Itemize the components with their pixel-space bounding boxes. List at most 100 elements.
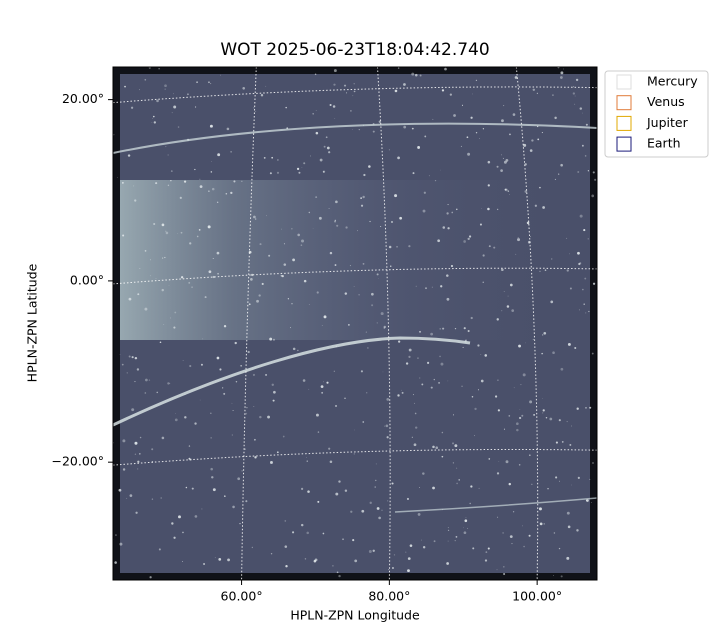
star: [266, 215, 268, 217]
star: [427, 361, 430, 364]
star: [456, 467, 458, 469]
star: [553, 532, 556, 534]
star: [168, 285, 170, 286]
star: [447, 529, 450, 532]
star: [529, 400, 533, 404]
star: [518, 416, 522, 420]
star: [432, 445, 435, 449]
star: [397, 394, 400, 397]
star: [338, 574, 341, 578]
star: [260, 94, 264, 97]
star: [161, 436, 165, 440]
star: [454, 540, 456, 542]
star: [203, 562, 206, 565]
star: [519, 409, 521, 410]
star: [178, 515, 181, 519]
grid-line: [113, 86, 597, 104]
star: [284, 545, 288, 548]
star: [408, 348, 412, 352]
star: [380, 225, 382, 227]
star: [560, 575, 563, 578]
star: [505, 460, 509, 464]
star: [360, 204, 364, 207]
star: [452, 414, 454, 416]
star: [537, 138, 540, 141]
star: [216, 251, 220, 255]
star: [263, 156, 266, 159]
star: [584, 155, 587, 157]
star: [447, 204, 449, 206]
star: [417, 513, 421, 516]
star: [250, 278, 253, 281]
star: [388, 569, 389, 570]
star: [542, 334, 544, 336]
legend-swatch: [616, 74, 632, 90]
star: [452, 462, 455, 464]
star: [470, 485, 473, 488]
star: [297, 233, 300, 237]
star: [496, 165, 499, 168]
star: [134, 453, 137, 455]
star: [204, 296, 207, 299]
star: [134, 441, 138, 445]
star: [139, 268, 141, 269]
star: [267, 415, 270, 419]
star: [312, 228, 314, 229]
star: [362, 195, 365, 199]
star: [234, 341, 237, 345]
star: [332, 565, 334, 567]
star: [430, 386, 433, 389]
star: [475, 79, 478, 82]
star: [129, 494, 133, 497]
star: [344, 489, 348, 492]
star: [194, 168, 196, 171]
star: [477, 389, 480, 391]
star: [211, 161, 212, 162]
star: [554, 178, 556, 180]
star: [223, 392, 226, 395]
star: [165, 231, 169, 235]
star: [170, 170, 173, 172]
star: [219, 368, 222, 371]
star: [383, 325, 386, 329]
star: [439, 328, 442, 330]
star: [139, 453, 141, 455]
star: [191, 487, 194, 490]
star: [468, 235, 472, 238]
star: [225, 192, 228, 195]
star: [201, 508, 203, 510]
star: [473, 435, 475, 437]
star: [579, 107, 583, 110]
star: [447, 227, 450, 230]
star: [585, 499, 587, 501]
star: [161, 223, 165, 227]
star: [442, 327, 445, 330]
star: [350, 510, 353, 513]
star: [149, 576, 152, 579]
star: [315, 196, 318, 199]
star: [507, 190, 510, 192]
star: [363, 173, 366, 177]
star: [449, 93, 452, 96]
star: [126, 372, 128, 374]
star: [496, 208, 499, 211]
star: [524, 190, 528, 193]
star: [411, 72, 415, 76]
star: [349, 265, 351, 267]
star: [326, 381, 329, 384]
star: [585, 123, 588, 126]
star: [515, 253, 517, 255]
star: [484, 354, 488, 357]
star: [454, 327, 457, 330]
star: [366, 392, 368, 394]
star: [271, 156, 274, 159]
star: [231, 434, 233, 436]
star: [232, 505, 235, 509]
star: [145, 378, 148, 382]
star: [241, 180, 243, 182]
star: [174, 418, 178, 422]
star: [134, 381, 136, 383]
star: [312, 113, 314, 115]
star: [470, 116, 473, 119]
star: [152, 115, 155, 118]
